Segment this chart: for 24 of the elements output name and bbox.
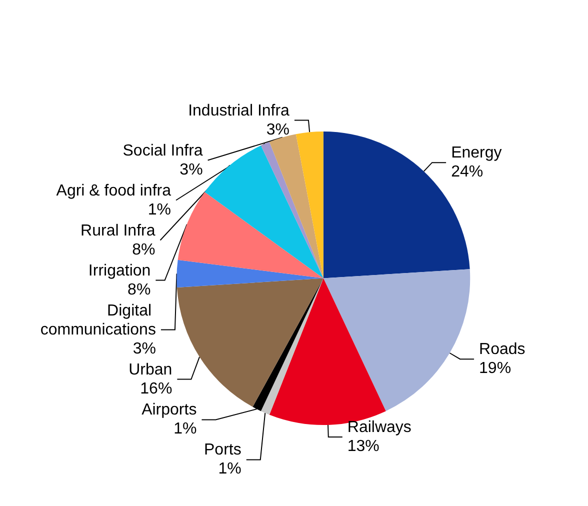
slice-label: Agri & food infra [56,182,172,200]
slice-label: Social Infra [122,142,203,160]
slice-label: Irrigation [88,262,151,280]
data-label: 3% [266,121,290,138]
slice-label: Urban [128,361,172,378]
slice-label: Industrial Infra [188,102,290,120]
data-label: 1% [148,201,172,218]
slice-label: Railways [347,418,412,436]
slice-label: Airports [142,402,197,419]
slice-label: Digital communications [40,302,156,338]
data-label: 3% [180,161,203,178]
data-label: 1% [218,460,242,478]
slice-label: Roads [479,341,526,358]
data-label: 1% [174,420,197,438]
data-label: 24% [451,164,484,181]
data-label: 3% [132,340,156,358]
slice-label: Energy [451,144,502,162]
slice-label: Ports [204,442,242,459]
data-label: 8% [132,241,156,258]
data-label: 19% [479,360,512,378]
slice-label: Rural Infra [80,222,156,240]
data-label: 8% [128,281,151,298]
data-label: 13% [347,438,380,455]
data-label: 16% [140,380,172,398]
